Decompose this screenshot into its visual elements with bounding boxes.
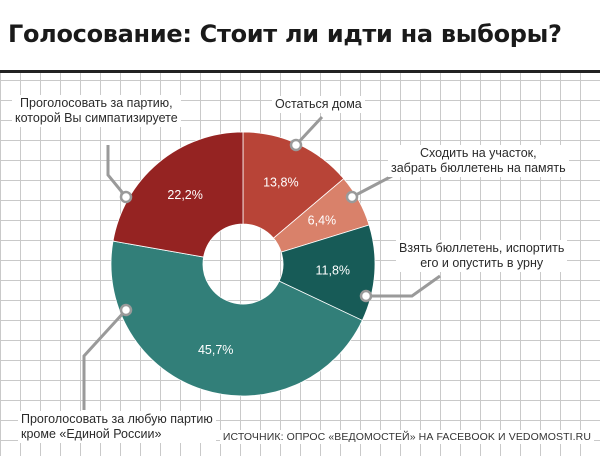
- label-souvenir-line2: забрать бюллетень на память: [391, 161, 566, 175]
- leader-line-3: [82, 308, 128, 410]
- label-sympathize-line1: Проголосовать за партию,: [20, 96, 173, 110]
- leader-line-4: [106, 145, 128, 198]
- label-souvenir-line1: Сходить на участок,: [420, 146, 537, 160]
- chart-title: Голосование: Стоит ли идти на выборы?: [8, 20, 562, 48]
- leader-dot-4: [119, 190, 133, 204]
- label-spoil: Взять бюллетень, испортить его и опустит…: [396, 240, 568, 272]
- leader-line-0: [294, 115, 324, 147]
- leader-dot-3: [119, 303, 133, 317]
- label-spoil-line2: его и опустить в урну: [420, 256, 544, 270]
- label-any-party: Проголосовать за любую партию кроме «Еди…: [18, 411, 216, 443]
- leader-line-1: [351, 174, 393, 199]
- slice-value-label-4: 22,2%: [167, 188, 202, 202]
- slice-value-label-0: 13,8%: [263, 175, 298, 189]
- label-any-party-line1: Проголосовать за любую партию: [21, 412, 213, 426]
- title-bar: Голосование: Стоит ли идти на выборы?: [0, 0, 600, 73]
- label-sympathize-line2: которой Вы симпатизируете: [15, 111, 178, 125]
- slice-value-label-2: 11,8%: [316, 263, 351, 277]
- leader-line-2: [366, 274, 441, 298]
- slice-2: [278, 224, 376, 321]
- leader-dot-1: [345, 190, 359, 204]
- leader-dot-0: [289, 138, 303, 152]
- source-note: ИСТОЧНИК: ОПРОС «ВЕДОМОСТЕЙ» НА FACEBOOK…: [219, 430, 594, 444]
- slice-value-label-1: 6,4%: [308, 214, 337, 228]
- label-spoil-line1: Взять бюллетень, испортить: [399, 241, 565, 255]
- label-sympathize: Проголосовать за партию, которой Вы симп…: [12, 95, 181, 127]
- leader-dot-2: [359, 289, 373, 303]
- label-souvenir: Сходить на участок, забрать бюллетень на…: [388, 145, 569, 177]
- slice-0: [242, 131, 345, 239]
- label-any-party-line2: кроме «Единой России»: [21, 427, 162, 441]
- slice-value-label-3: 45,7%: [198, 343, 233, 357]
- slice-3: [110, 240, 363, 397]
- label-stay-home: Остаться дома: [272, 96, 365, 113]
